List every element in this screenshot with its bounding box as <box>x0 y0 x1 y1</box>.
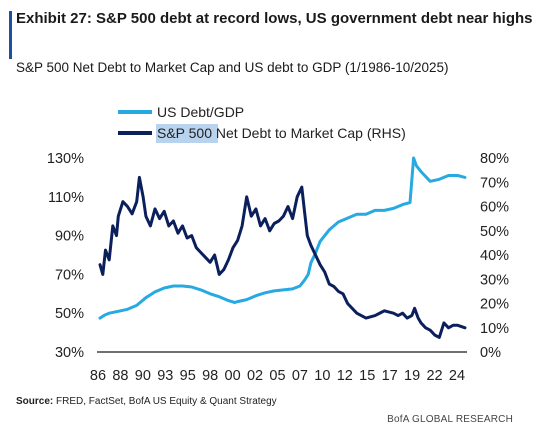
x-tick-label: 12 <box>337 368 353 384</box>
sp500-net-debt-line <box>98 175 467 339</box>
exhibit-subtitle: S&P 500 Net Debt to Market Cap and US de… <box>16 60 449 75</box>
x-tick-label: 24 <box>449 368 465 384</box>
exhibit-title: Exhibit 27: S&P 500 debt at record lows,… <box>16 10 533 27</box>
source-note: Source: FRED, FactSet, BofA US Equity & … <box>16 396 277 407</box>
us-debt-gdp-line <box>98 156 467 320</box>
x-tick-label: 00 <box>225 368 241 384</box>
legend-highlight <box>156 124 218 143</box>
right-tick-label: 20% <box>480 297 509 313</box>
right-tick-label: 0% <box>480 345 501 361</box>
right-tick-label: 30% <box>480 272 509 288</box>
right-tick-label: 40% <box>480 248 509 264</box>
right-tick-label: 50% <box>480 224 509 240</box>
x-tick-label: 98 <box>202 368 218 384</box>
x-tick-label: 22 <box>426 368 442 384</box>
x-tick-label: 88 <box>112 368 128 384</box>
source-label: Source: <box>16 396 54 407</box>
x-tick-label: 02 <box>247 368 263 384</box>
chart-legend: US Debt/GDP S&P 500 Net Debt to Market Ca… <box>118 104 406 143</box>
right-tick-label: 80% <box>480 151 509 167</box>
series-lines <box>98 156 467 339</box>
left-tick-label: 70% <box>55 267 84 283</box>
left-tick-label: 110% <box>48 190 84 206</box>
left-tick-label: 130% <box>47 151 84 167</box>
legend-label: US Debt/GDP <box>157 104 244 120</box>
x-axis: 86 88 90 93 95 98 00 02 05 07 10 12 15 17 19 22 24 <box>90 351 467 384</box>
right-tick-label: 10% <box>480 321 509 337</box>
debt-line-chart: US Debt/GDP S&P 500 Net Debt to Market Ca… <box>47 104 509 384</box>
x-tick-label: 90 <box>135 368 151 384</box>
x-tick-label: 10 <box>314 368 330 384</box>
left-tick-label: 50% <box>55 306 84 322</box>
x-tick-label: 07 <box>292 368 308 384</box>
left-y-axis: 30% 50% 70% 90% 110% 130% <box>47 151 84 361</box>
x-tick-label: 95 <box>180 368 196 384</box>
right-y-axis: 0% 10% 20% 30% 40% 50% 60% 70% 80% <box>480 151 509 361</box>
legend-label: S&P 500 Net Debt to Market Cap (RHS) <box>157 125 406 141</box>
brand-footer: BofA GLOBAL RESEARCH <box>387 414 513 425</box>
title-accent-bar <box>9 11 12 59</box>
right-tick-label: 70% <box>480 175 509 191</box>
x-tick-label: 93 <box>157 368 173 384</box>
right-tick-label: 60% <box>480 200 509 216</box>
x-tick-label: 17 <box>382 368 398 384</box>
x-tick-label: 15 <box>359 368 375 384</box>
left-tick-label: 90% <box>55 229 84 245</box>
x-tick-label: 05 <box>269 368 285 384</box>
source-text: FRED, FactSet, BofA US Equity & Quant St… <box>53 396 277 407</box>
left-tick-label: 30% <box>55 345 84 361</box>
x-tick-label: 19 <box>404 368 420 384</box>
x-tick-label: 86 <box>90 368 106 384</box>
